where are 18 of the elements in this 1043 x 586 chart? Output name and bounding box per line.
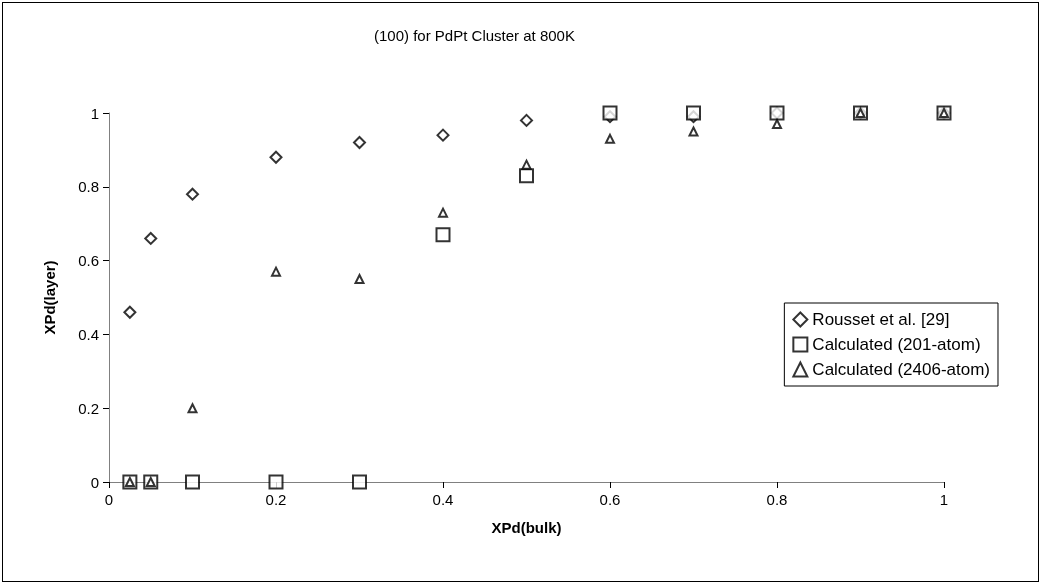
y-tick-label: 0.6: [78, 252, 99, 270]
x-tick-label: 0.8: [766, 491, 788, 508]
x-tick-label: 0.4: [432, 491, 454, 508]
x-tick-label: 0: [104, 491, 114, 508]
x-tick-label: 1: [939, 491, 949, 508]
y-tick-label: 1: [90, 104, 99, 122]
x-axis-title: XPd(bulk): [491, 519, 562, 536]
legend-label: Calculated (2406-atom): [812, 360, 991, 379]
y-tick-label: 0.4: [78, 325, 99, 343]
y-tick-label: 0.8: [78, 178, 99, 196]
y-tick-label: 0: [90, 473, 99, 491]
legend-label: Rousset et al. [29]: [812, 310, 950, 329]
y-tick-label: 0.2: [78, 399, 99, 417]
chart-title: (100) for PdPt Cluster at 800K: [374, 27, 575, 44]
x-tick-label: 0.6: [599, 491, 621, 508]
y-axis-title: XPd(layer): [41, 260, 58, 335]
legend-label: Calculated (201-atom): [812, 335, 981, 354]
x-tick-label: 0.2: [265, 491, 287, 508]
